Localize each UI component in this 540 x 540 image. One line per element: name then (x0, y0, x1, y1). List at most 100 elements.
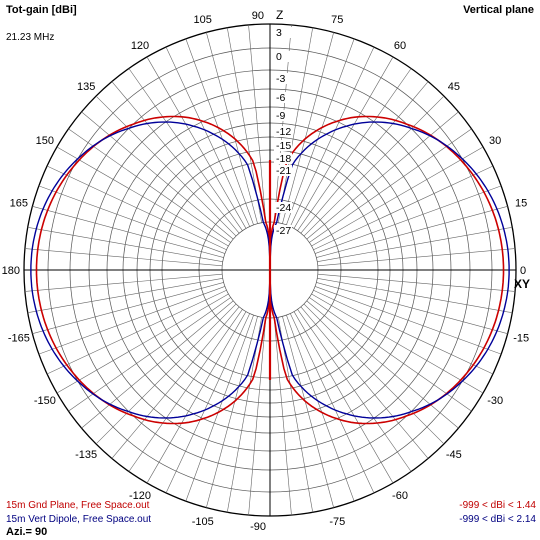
grid-spoke (32, 282, 224, 334)
radial-tick-label: -9 (276, 110, 285, 122)
grid-spoke (282, 32, 334, 224)
axis-label-xy: XY (514, 277, 530, 291)
grid-spoke (317, 278, 513, 314)
grid-spoke (24, 248, 223, 267)
grid-spoke (81, 111, 234, 240)
grid-spoke (313, 290, 494, 375)
tick-label-bg (274, 165, 292, 176)
grid-spoke (290, 313, 375, 494)
grid-spoke (297, 309, 412, 472)
angle-label: 45 (448, 81, 460, 93)
grid-spoke (317, 226, 513, 262)
grid-spoke (185, 315, 254, 502)
legend-series-2: 15m Vert Dipole, Free Space.out (6, 514, 152, 525)
grid-spoke (306, 300, 459, 429)
chart-title: Tot-gain [dBi] (6, 4, 77, 16)
axis-label-z: Z (276, 8, 283, 22)
azimuth-label: Azi.= 90 (6, 526, 48, 538)
legend-range-1: -999 < dBi < 1.44 (459, 500, 536, 511)
grid-spoke (311, 146, 484, 247)
tick-label-bg (274, 51, 292, 62)
grid-spoke (146, 311, 247, 484)
radial-tick-label: -3 (276, 73, 285, 85)
grid-spoke (293, 311, 394, 484)
grid-spoke (300, 81, 429, 234)
grid-spoke (206, 32, 258, 224)
angle-label: -90 (250, 521, 266, 533)
grid-spoke (206, 316, 258, 508)
grid-spoke (300, 306, 429, 459)
angle-label: -60 (392, 490, 408, 502)
grid-spoke (303, 303, 445, 445)
grid-spoke (46, 165, 227, 250)
radial-tick-label: 0 (276, 51, 282, 63)
radial-tick-label: -15 (276, 140, 291, 152)
grid-spoke (56, 293, 229, 394)
grid-spoke (81, 300, 234, 429)
trace-series-2 (30, 121, 510, 419)
angle-label: 120 (131, 40, 149, 52)
radial-tick-label: -27 (276, 225, 291, 237)
angle-label: -120 (129, 490, 151, 502)
plane-label: Vertical plane (463, 4, 534, 16)
tick-label-bg (274, 202, 292, 213)
polar-grid (23, 23, 517, 517)
grid-spoke (303, 95, 445, 237)
angle-label: -15 (513, 332, 529, 344)
grid-spoke (38, 286, 225, 355)
grid-spoke (311, 293, 484, 394)
grid-spoke (315, 185, 502, 254)
grid-spoke (27, 226, 223, 262)
grid-spoke (286, 38, 355, 225)
tick-label-bg (274, 153, 292, 164)
tick-label-bg (274, 140, 292, 151)
angle-label: 135 (77, 81, 95, 93)
grid-spoke (317, 273, 516, 292)
pattern-traces (30, 115, 510, 425)
grid-spoke (290, 46, 375, 227)
radial-tick-label: 3 (276, 27, 282, 39)
angle-label: -150 (34, 395, 56, 407)
grid-spoke (315, 286, 502, 355)
grid-spoke (32, 206, 224, 258)
radial-tick-label: -18 (276, 153, 291, 165)
tick-label-bg (274, 92, 292, 103)
angle-label: 180 (2, 265, 20, 277)
angle-label: 165 (10, 198, 28, 210)
grid-spoke (24, 273, 223, 292)
grid-spoke (297, 68, 412, 231)
grid-spoke (68, 128, 231, 243)
grid-spoke (248, 317, 267, 516)
angle-label: 150 (36, 135, 54, 147)
angle-label: -75 (329, 516, 345, 528)
grid-spoke (309, 297, 472, 412)
trace-series-1 (35, 115, 505, 425)
frequency-label: 21.23 MHz (6, 32, 55, 43)
grid-spoke (38, 185, 225, 254)
angle-label: 30 (489, 135, 501, 147)
grid-spoke (27, 278, 223, 314)
grid-spoke (248, 24, 267, 223)
grid-spoke (306, 111, 459, 240)
radial-tick-label: -21 (276, 165, 291, 177)
grid-spoke (273, 317, 292, 516)
grid-spoke (146, 56, 247, 229)
radial-tick-labels: 3 0 -3 -6 -9 -12 -15-18-21 -24 -27 (274, 27, 292, 237)
grid-spoke (317, 248, 516, 267)
legend-series-1: 15m Gnd Plane, Free Space.out (6, 500, 150, 511)
grid-spoke (128, 309, 243, 472)
angle-label: 0 (520, 265, 526, 277)
grid-spoke (56, 146, 229, 247)
angle-label: -45 (446, 449, 462, 461)
angle-label: -30 (487, 395, 503, 407)
radial-tick-label: -6 (276, 92, 285, 104)
grid-spoke (111, 81, 240, 234)
angle-label: 105 (194, 14, 212, 26)
tick-label-bg (274, 225, 292, 236)
grid-spoke (111, 306, 240, 459)
grid-spoke (95, 95, 237, 237)
angle-label: 90 (252, 10, 264, 22)
grid-spoke (286, 315, 355, 502)
grid-spoke (165, 313, 250, 494)
